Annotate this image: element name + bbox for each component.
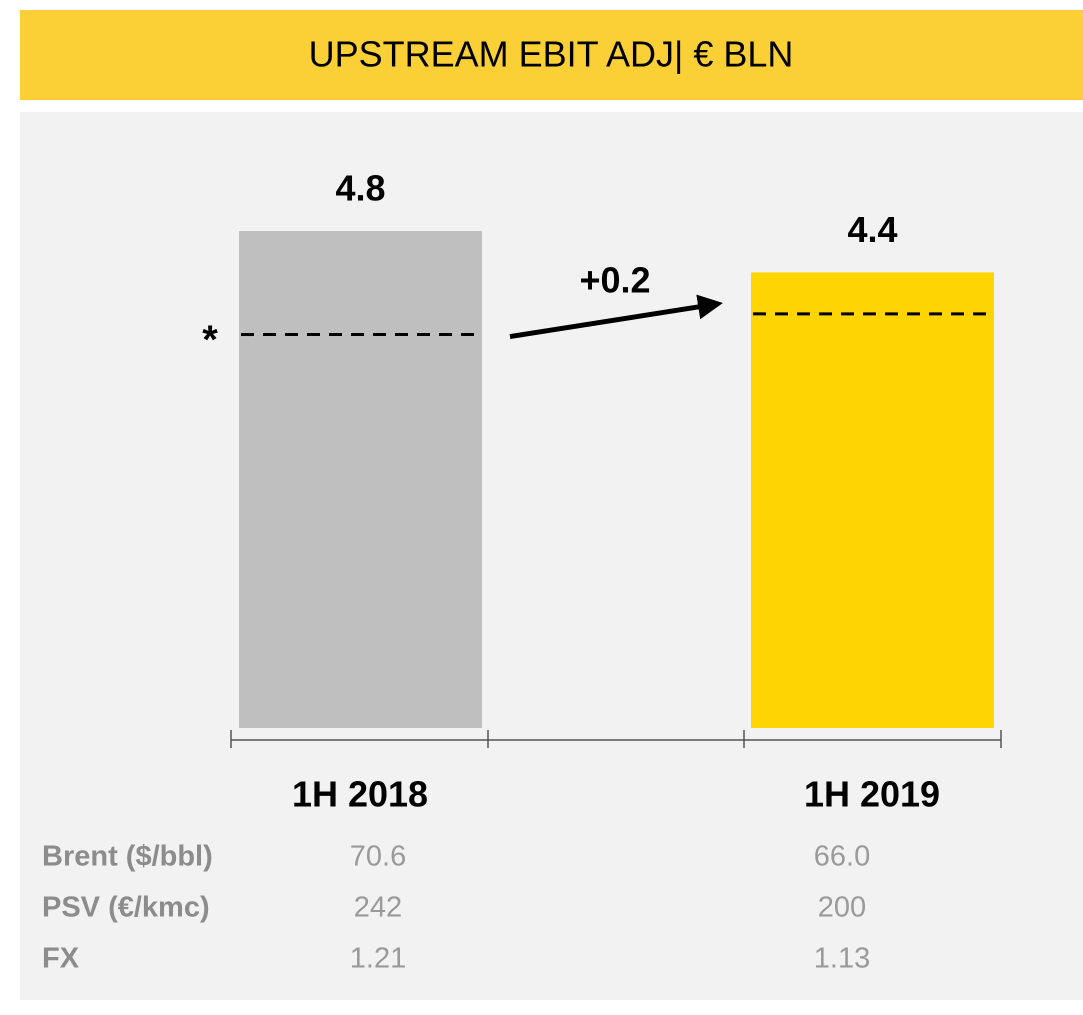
row-value: 70.6 [350, 841, 406, 873]
row-value: 242 [354, 892, 402, 924]
x-tick-label: 1H 2019 [804, 774, 940, 815]
header [20, 10, 1083, 100]
bar [239, 231, 482, 728]
row-value: 66.0 [814, 841, 870, 873]
value-label: 4.8 [335, 168, 385, 209]
row-label: PSV (€/kmc) [42, 892, 210, 924]
chart-title: UPSTREAM EBIT ADJ| € BLN [309, 34, 794, 75]
row-label: FX [42, 943, 80, 975]
row-value: 200 [818, 892, 866, 924]
row-value: 1.13 [814, 943, 870, 975]
row-value: 1.21 [350, 943, 406, 975]
value-label: 4.4 [847, 209, 897, 250]
marker-label: * [202, 318, 218, 362]
annotation: +0.2 [579, 260, 650, 301]
x-tick-label: 1H 2018 [292, 774, 428, 815]
row-label: Brent ($/bbl) [42, 841, 213, 873]
bar [751, 272, 994, 728]
change-arrow [509, 294, 723, 340]
